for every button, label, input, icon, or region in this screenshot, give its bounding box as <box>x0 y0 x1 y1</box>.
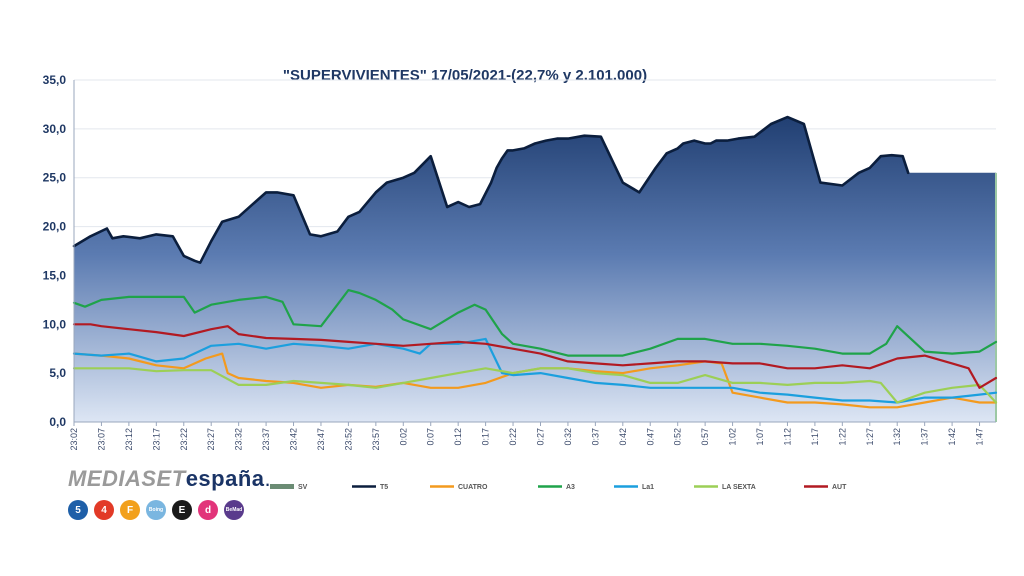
x-tick-label: 0:27 <box>536 428 546 446</box>
x-tick-label: 0:42 <box>618 428 628 446</box>
legend-item-la1: La1 <box>614 484 654 491</box>
y-tick-label: 20,0 <box>43 220 67 234</box>
x-tick-label: 1:02 <box>728 428 738 446</box>
channel-logo-4: 4 <box>94 500 114 520</box>
x-tick-label: 1:42 <box>947 428 957 446</box>
x-tick-label: 0:52 <box>673 428 683 446</box>
x-tick-label: 1:12 <box>783 428 793 446</box>
x-tick-label: 0:07 <box>426 428 436 446</box>
x-tick-label: 0:47 <box>645 428 655 446</box>
x-tick-label: 0:57 <box>700 428 710 446</box>
legend-item-a3: A3 <box>538 484 575 491</box>
legend-label: La1 <box>642 484 654 491</box>
legend-label: LA SEXTA <box>722 484 756 491</box>
legend-swatch <box>270 484 294 489</box>
x-tick-label: 23:02 <box>69 428 79 451</box>
legend-item-cuatro: CUATRO <box>430 484 488 491</box>
x-tick-label: 23:57 <box>371 428 381 451</box>
channel-logo-bemad: BeMad <box>224 500 244 520</box>
y-tick-label: 25,0 <box>43 171 67 185</box>
channel-logo-5: 5 <box>68 500 88 520</box>
channel-logo-d: d <box>198 500 218 520</box>
x-tick-label: 0:37 <box>590 428 600 446</box>
brand-dot: . <box>264 466 272 491</box>
legend-item-t5: T5 <box>352 484 388 491</box>
series-area-sv <box>74 117 996 422</box>
x-tick-label: 0:12 <box>453 428 463 446</box>
series-line-la1 <box>72 337 998 404</box>
channel-logo-f: F <box>120 500 140 520</box>
mediaset-logo: MEDIASETespaña. <box>68 466 271 492</box>
x-tick-label: 23:37 <box>261 428 271 451</box>
x-tick-label: 23:42 <box>289 428 299 451</box>
brand-part-2: españa <box>185 466 265 491</box>
x-tick-label: 1:37 <box>920 428 930 446</box>
x-tick-label: 23:17 <box>151 428 161 451</box>
series-line-la-sexta <box>72 367 998 404</box>
x-tick-label: 1:47 <box>975 428 985 446</box>
series-layer <box>72 115 998 422</box>
x-tick-label: 23:52 <box>343 428 353 451</box>
y-tick-label: 15,0 <box>43 268 67 282</box>
brand-part-1: MEDIASET <box>68 466 186 491</box>
chart-title: "SUPERVIVIENTES" 17/05/2021-(22,7% y 2.1… <box>283 67 647 84</box>
x-tick-label: 1:32 <box>892 428 902 446</box>
legend-label: CUATRO <box>458 484 488 491</box>
series-line-t5 <box>72 115 910 265</box>
channel-logo-e: E <box>172 500 192 520</box>
legend-item-aut: AUT <box>804 484 847 491</box>
legend-label: SV <box>298 484 308 491</box>
x-tick-label: 1:17 <box>810 428 820 446</box>
x-tick-label: 0:17 <box>481 428 491 446</box>
channel-logo-boing: Boing <box>146 500 166 520</box>
x-tick-label: 0:22 <box>508 428 518 446</box>
x-tick-label: 23:07 <box>96 428 106 451</box>
legend-item-la-sexta: LA SEXTA <box>694 484 756 491</box>
legend-item-sv: SV <box>270 484 308 491</box>
y-tick-label: 5,0 <box>49 366 66 380</box>
x-tick-label: 0:32 <box>563 428 573 446</box>
x-tick-label: 1:22 <box>837 428 847 446</box>
y-axis-ticks: 0,0 5,0 10,0 15,0 20,0 25,0 30,0 35,0 <box>43 73 67 429</box>
legend: SV T5 CUATRO A3 La1 LA SEXTA AUT <box>270 484 847 491</box>
x-tick-label: 23:47 <box>316 428 326 451</box>
legend-label: AUT <box>832 484 847 491</box>
series-line-aut <box>72 323 998 389</box>
legend-label: A3 <box>566 484 575 491</box>
x-axis-ticks: 23:02 23:07 23:12 23:17 23:22 23:27 23:32 23:37… <box>69 422 985 451</box>
x-tick-label: 1:27 <box>865 428 875 446</box>
x-tick-label: 23:12 <box>124 428 134 451</box>
y-tick-label: 10,0 <box>43 317 67 331</box>
x-tick-label: 0:02 <box>398 428 408 446</box>
series-line-a3 <box>72 289 998 357</box>
x-tick-label: 23:27 <box>206 428 216 451</box>
y-tick-label: 35,0 <box>43 73 67 87</box>
y-tick-label: 0,0 <box>49 415 66 429</box>
x-tick-label: 23:22 <box>179 428 189 451</box>
x-tick-label: 23:32 <box>234 428 244 451</box>
y-tick-label: 30,0 <box>43 122 67 136</box>
legend-label: T5 <box>380 484 388 491</box>
x-tick-label: 1:07 <box>755 428 765 446</box>
